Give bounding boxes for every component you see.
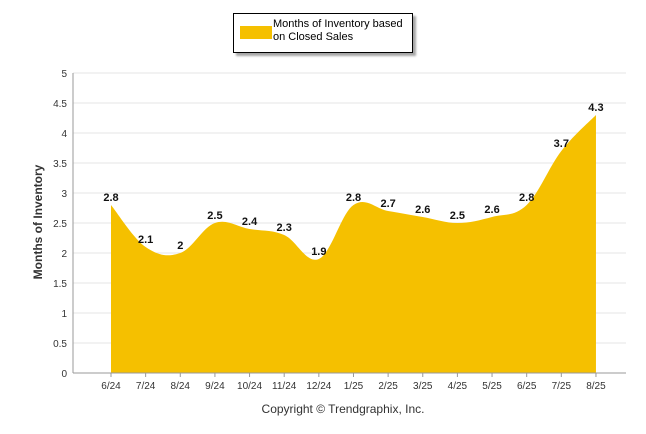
y-tick-labels: 0 0.5 1 1.5 2 2.5 3 3.5 4 4.5 5 bbox=[53, 69, 67, 380]
y-tick-label: 2 bbox=[61, 249, 67, 260]
x-tick-label: 6/25 bbox=[517, 381, 537, 392]
legend-label-line2: on Closed Sales bbox=[273, 31, 354, 43]
x-tick-label: 6/24 bbox=[101, 381, 121, 392]
data-label: 1.9 bbox=[311, 246, 326, 258]
y-tick-label: 5 bbox=[61, 69, 67, 80]
y-tick-label: 3 bbox=[61, 189, 67, 200]
y-tick-label: 4 bbox=[61, 129, 67, 140]
x-tick-label: 10/24 bbox=[237, 381, 262, 392]
x-tick-label: 8/25 bbox=[586, 381, 606, 392]
data-label: 2.5 bbox=[207, 210, 222, 222]
data-label: 2.6 bbox=[415, 204, 430, 216]
x-tick-label: 1/25 bbox=[344, 381, 364, 392]
x-tick-label: 12/24 bbox=[306, 381, 331, 392]
x-tick-label: 5/25 bbox=[482, 381, 502, 392]
x-tick-label: 2/25 bbox=[378, 381, 398, 392]
x-tick-label: 4/25 bbox=[448, 381, 468, 392]
x-tick-labels: 6/24 7/24 8/24 9/24 10/24 11/24 12/24 1/25 2/25 3… bbox=[101, 381, 606, 392]
data-label: 2.4 bbox=[242, 216, 258, 228]
y-tick-label: 4.5 bbox=[53, 99, 67, 110]
x-tick-label: 7/25 bbox=[552, 381, 572, 392]
legend: Months of Inventory based on Closed Sale… bbox=[233, 13, 413, 53]
data-label: 2.8 bbox=[519, 192, 534, 204]
x-tick-label: 7/24 bbox=[136, 381, 156, 392]
y-tick-label: 0 bbox=[61, 369, 67, 380]
y-axis-title: Months of Inventory bbox=[31, 164, 45, 280]
x-tick-label: 8/24 bbox=[171, 381, 191, 392]
area-fill bbox=[111, 115, 596, 373]
data-label: 2.7 bbox=[380, 198, 395, 210]
x-tick-label: 3/25 bbox=[413, 381, 433, 392]
area-series bbox=[111, 115, 596, 373]
copyright-text: Copyright © Trendgraphix, Inc. bbox=[261, 402, 425, 416]
data-label: 2 bbox=[177, 240, 183, 252]
data-label: 3.7 bbox=[554, 138, 569, 150]
data-label: 2.3 bbox=[277, 222, 292, 234]
legend-swatch bbox=[240, 26, 272, 39]
x-tick-label: 11/24 bbox=[272, 381, 297, 392]
y-tick-label: 1.5 bbox=[53, 279, 67, 290]
data-label: 2.6 bbox=[484, 204, 499, 216]
legend-label-line1: Months of Inventory based bbox=[273, 18, 403, 30]
legend-label: Months of Inventory based on Closed Sale… bbox=[273, 18, 409, 44]
data-labels: 2.8 2.1 2 2.5 2.4 2.3 1.9 2.8 2.7 2.6 2.5 2.6 2.8 3.7… bbox=[103, 102, 603, 258]
x-tick-label: 9/24 bbox=[205, 381, 225, 392]
data-label: 2.5 bbox=[450, 210, 465, 222]
y-tick-label: 2.5 bbox=[53, 219, 67, 230]
y-tick-label: 0.5 bbox=[53, 339, 67, 350]
y-tick-label: 1 bbox=[61, 309, 67, 320]
data-label: 2.8 bbox=[346, 192, 361, 204]
data-label: 2.8 bbox=[103, 192, 118, 204]
axes bbox=[72, 73, 626, 377]
data-label: 2.1 bbox=[138, 234, 153, 246]
y-tick-label: 3.5 bbox=[53, 159, 67, 170]
data-label: 4.3 bbox=[588, 102, 603, 114]
